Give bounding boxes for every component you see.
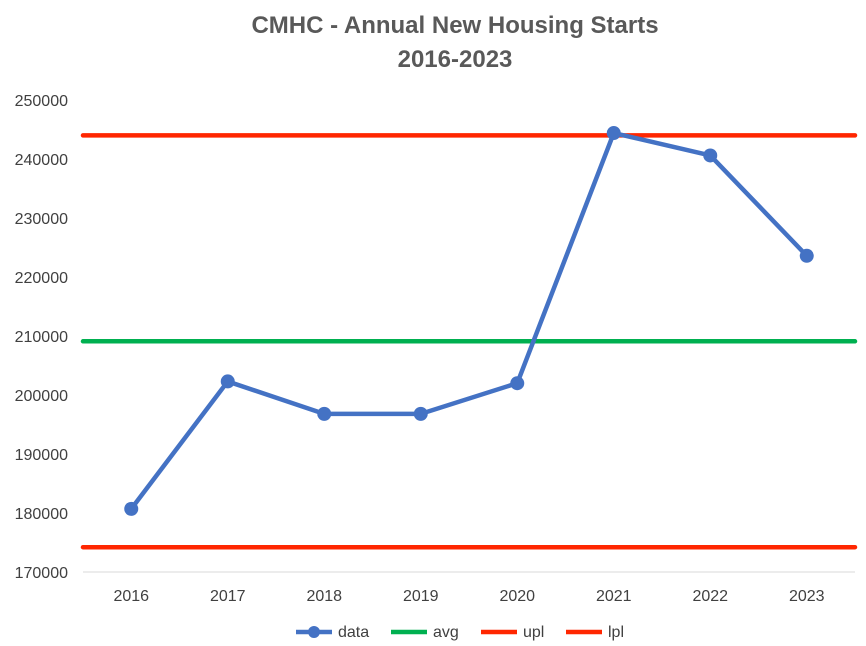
data-point [220,374,235,389]
legend-item-upl: upl [481,624,544,641]
chart-title: CMHC - Annual New Housing Starts [251,12,658,39]
data-point [799,248,814,263]
y-tick-label: 230000 [15,211,68,228]
y-axis: 170000 180000 190000 200000 210000 220000 2300… [15,93,68,582]
y-tick-label: 220000 [15,270,68,287]
legend-item-avg: avg [391,624,459,641]
x-tick-label: 2016 [113,588,149,605]
legend-label: upl [523,624,544,641]
chart-subtitle: 2016-2023 [398,46,513,73]
y-tick-label: 250000 [15,93,68,110]
data-point [413,406,428,421]
legend-label: data [338,624,369,641]
data-point [703,148,718,163]
data-point [317,406,332,421]
x-axis: 2016 2017 2018 2019 2020 2021 2022 2023 [113,588,824,605]
data-point [510,376,525,391]
legend-label: lpl [608,624,624,641]
data-point [124,501,139,516]
legend: data avg upl lpl [296,624,624,641]
x-tick-label: 2020 [499,588,535,605]
y-tick-label: 190000 [15,447,68,464]
y-tick-label: 240000 [15,152,68,169]
series-layer [80,126,858,550]
legend-marker [308,626,320,638]
x-tick-label: 2021 [596,588,632,605]
y-tick-label: 200000 [15,388,68,405]
x-tick-label: 2018 [306,588,342,605]
data-point [606,126,621,141]
series-data [124,126,814,516]
legend-item-data: data [296,624,369,641]
x-tick-label: 2022 [692,588,728,605]
series-line-data [129,130,809,512]
y-tick-label: 170000 [15,565,68,582]
legend-label: avg [433,624,459,641]
x-tick-label: 2017 [210,588,246,605]
legend-item-lpl: lpl [566,624,624,641]
y-tick-label: 180000 [15,506,68,523]
x-tick-label: 2019 [403,588,439,605]
x-tick-label: 2023 [789,588,825,605]
y-tick-label: 210000 [15,329,68,346]
